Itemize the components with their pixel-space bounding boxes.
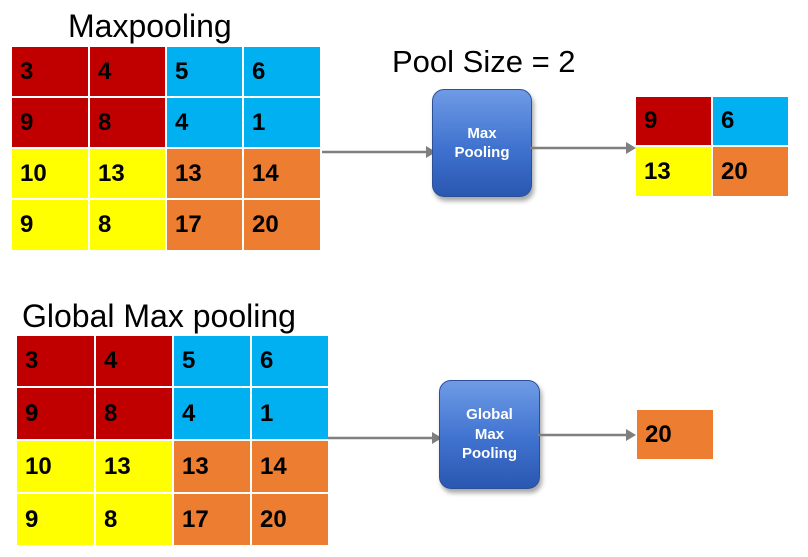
grid-cell: 9 bbox=[636, 97, 711, 145]
grid-cell: 20 bbox=[252, 494, 328, 545]
grid-cell: 17 bbox=[167, 200, 242, 250]
arrow-to-maxpool-output bbox=[530, 138, 638, 158]
grid-cell: 9 bbox=[12, 98, 88, 147]
grid-cell: 14 bbox=[244, 149, 320, 198]
box-label-line: Global bbox=[462, 405, 517, 425]
arrow-to-global-output bbox=[538, 425, 638, 445]
maxpool-output-grid: 9 6 13 20 bbox=[636, 97, 788, 196]
arrow-to-max-pooling bbox=[322, 142, 437, 162]
global-maxpool-input-grid: 3 4 5 6 9 8 4 1 10 13 13 14 9 8 17 20 bbox=[17, 336, 328, 545]
grid-cell: 10 bbox=[17, 441, 94, 492]
grid-cell: 5 bbox=[167, 47, 242, 96]
grid-cell: 13 bbox=[90, 149, 165, 198]
grid-cell: 20 bbox=[244, 200, 320, 250]
box-label-line: Pooling bbox=[462, 444, 517, 464]
grid-cell: 14 bbox=[252, 441, 328, 492]
grid-cell: 6 bbox=[244, 47, 320, 96]
grid-cell: 8 bbox=[90, 98, 165, 147]
grid-cell: 17 bbox=[174, 494, 250, 545]
pool-size-label: Pool Size = 2 bbox=[392, 46, 576, 77]
grid-cell: 8 bbox=[96, 388, 172, 439]
grid-cell: 1 bbox=[244, 98, 320, 147]
arrow-to-global-max-pooling bbox=[328, 428, 443, 448]
grid-cell: 8 bbox=[90, 200, 165, 250]
grid-cell: 10 bbox=[12, 149, 88, 198]
grid-cell: 1 bbox=[252, 388, 328, 439]
grid-cell: 13 bbox=[96, 441, 172, 492]
grid-cell: 20 bbox=[637, 410, 713, 459]
box-label-line: Max bbox=[455, 124, 510, 144]
box-label-line: Max bbox=[462, 425, 517, 445]
grid-cell: 6 bbox=[252, 336, 328, 386]
grid-cell: 4 bbox=[96, 336, 172, 386]
grid-cell: 6 bbox=[713, 97, 788, 145]
global-maxpool-output-grid: 20 bbox=[637, 410, 713, 459]
grid-cell: 5 bbox=[174, 336, 250, 386]
grid-cell: 4 bbox=[167, 98, 242, 147]
grid-cell: 3 bbox=[17, 336, 94, 386]
grid-cell: 9 bbox=[17, 388, 94, 439]
grid-cell: 9 bbox=[17, 494, 94, 545]
grid-cell: 3 bbox=[12, 47, 88, 96]
maxpooling-title: Maxpooling bbox=[68, 10, 232, 42]
box-label-line: Pooling bbox=[455, 143, 510, 163]
grid-cell: 4 bbox=[90, 47, 165, 96]
grid-cell: 8 bbox=[96, 494, 172, 545]
global-max-pooling-box: Global Max Pooling bbox=[439, 380, 540, 489]
grid-cell: 13 bbox=[636, 147, 711, 196]
max-pooling-box: Max Pooling bbox=[432, 89, 532, 197]
global-max-pooling-title: Global Max pooling bbox=[22, 300, 296, 332]
grid-cell: 4 bbox=[174, 388, 250, 439]
maxpool-input-grid: 3 4 5 6 9 8 4 1 10 13 13 14 9 8 17 20 bbox=[12, 47, 320, 250]
grid-cell: 9 bbox=[12, 200, 88, 250]
grid-cell: 20 bbox=[713, 147, 788, 196]
grid-cell: 13 bbox=[174, 441, 250, 492]
grid-cell: 13 bbox=[167, 149, 242, 198]
